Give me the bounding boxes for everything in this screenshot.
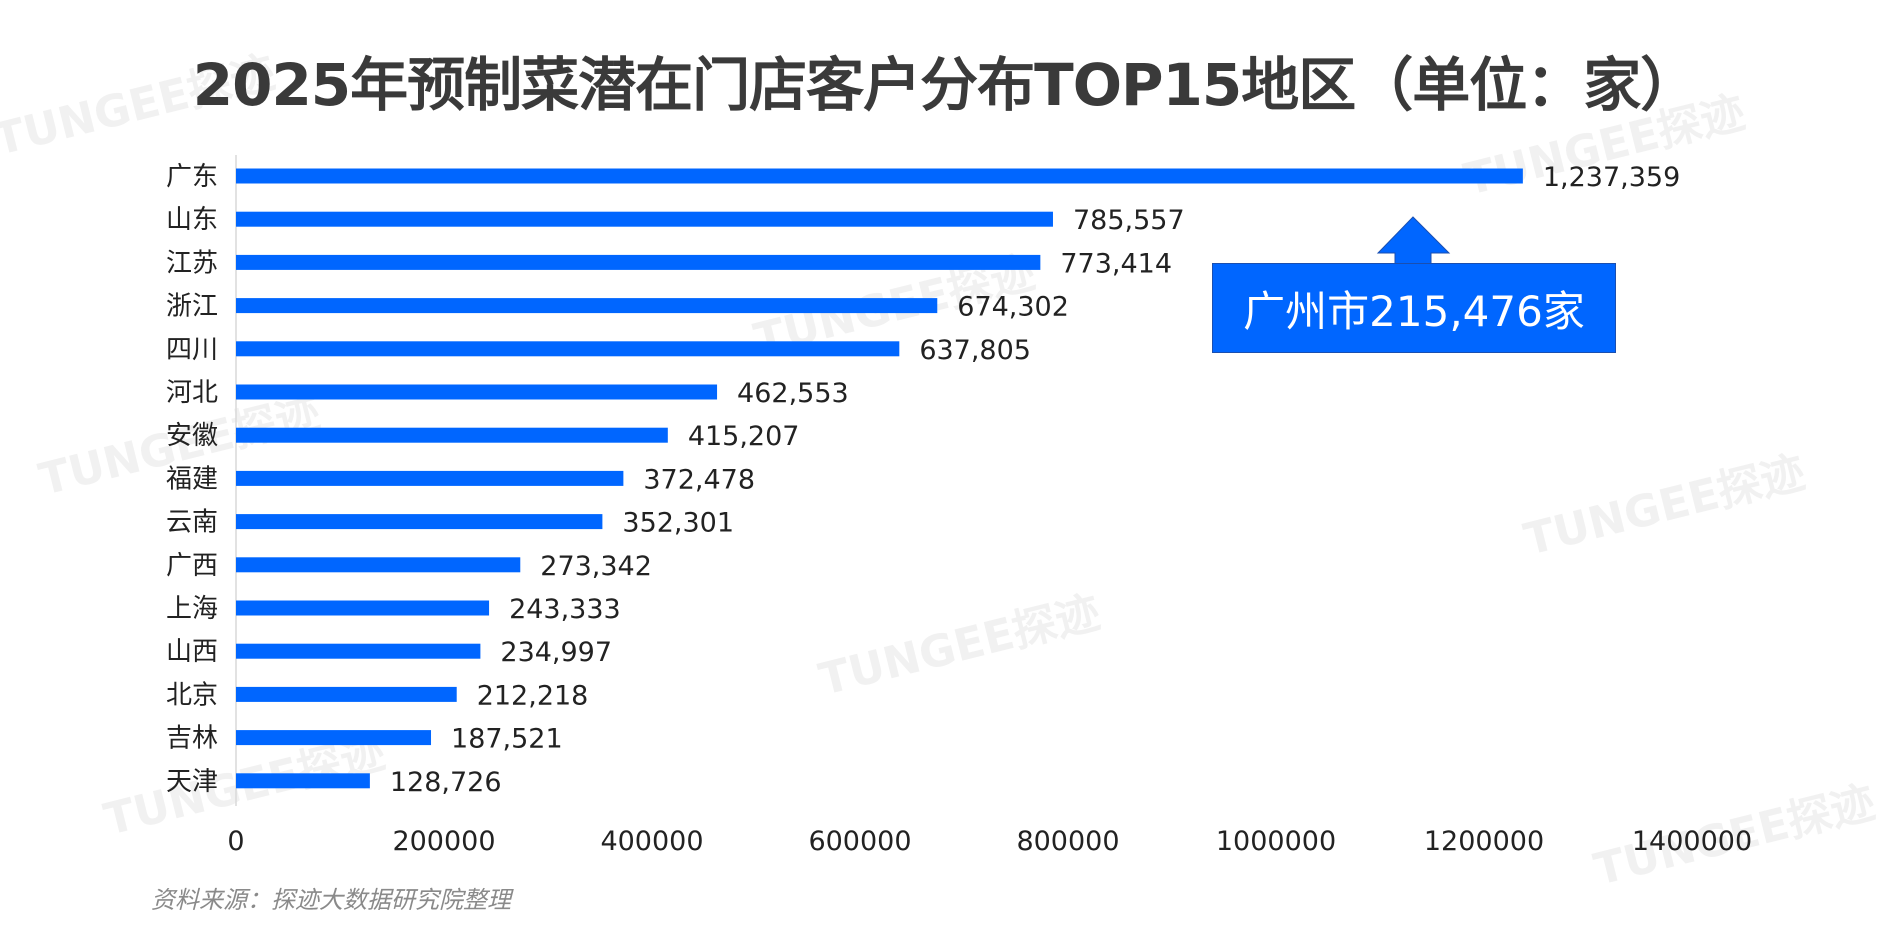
bar [236,514,603,530]
value-label: 273,342 [540,551,652,582]
category-label: 福建 [166,464,218,494]
category-label: 河北 [166,378,218,408]
value-label: 637,805 [919,335,1031,366]
value-label: 234,997 [500,637,612,668]
category-label: 四川 [166,335,218,365]
value-label: 462,553 [737,378,849,409]
bar [236,211,1053,227]
category-label: 北京 [166,680,218,710]
category-label: 广东 [166,162,218,192]
bar [236,470,624,486]
category-label: 江苏 [166,248,218,278]
category-label: 云南 [166,508,218,538]
bar [236,427,668,443]
x-tick-label: 1200000 [1424,826,1544,857]
value-label: 674,302 [957,292,1069,323]
category-label: 山西 [166,637,218,667]
value-label: 785,557 [1073,205,1185,236]
annotation-box: 广州市215,476家 [1212,263,1616,353]
category-label: 山东 [166,205,218,235]
category-label: 天津 [166,767,218,797]
x-tick-label: 1400000 [1632,826,1752,857]
x-tick-label: 200000 [392,826,495,857]
x-tick-label: 800000 [1016,826,1119,857]
source-note: 资料来源：探迹大数据研究院整理 [151,886,511,914]
category-label: 广西 [166,551,218,581]
x-tick-label: 0 [227,826,244,857]
category-label: 吉林 [166,724,218,754]
value-label: 415,207 [688,421,800,452]
value-label: 773,414 [1060,248,1172,279]
bar [236,773,370,789]
category-label: 浙江 [166,292,218,322]
bar [236,643,481,659]
chart-title: 2025年预制菜潜在门店客户分布TOP15地区（单位：家） [192,51,1699,119]
bar [236,341,900,357]
bar [236,686,457,702]
x-tick-label: 1000000 [1216,826,1336,857]
value-label: 372,478 [643,464,755,495]
bar [236,557,521,573]
bar [236,298,938,314]
bar [236,384,718,400]
value-label: 187,521 [451,724,563,755]
value-label: 243,333 [509,594,621,625]
x-tick-label: 600000 [808,826,911,857]
category-label: 上海 [166,594,218,624]
value-label: 212,218 [477,680,589,711]
bar [236,600,490,616]
value-label: 352,301 [622,508,734,539]
x-tick-label: 400000 [600,826,703,857]
bar [236,168,1523,184]
bar [236,254,1041,270]
arrow-up-icon [1376,216,1451,266]
value-label: 1,237,359 [1543,162,1680,193]
value-label: 128,726 [390,767,502,798]
bar [236,730,432,746]
category-label: 安徽 [166,421,218,451]
